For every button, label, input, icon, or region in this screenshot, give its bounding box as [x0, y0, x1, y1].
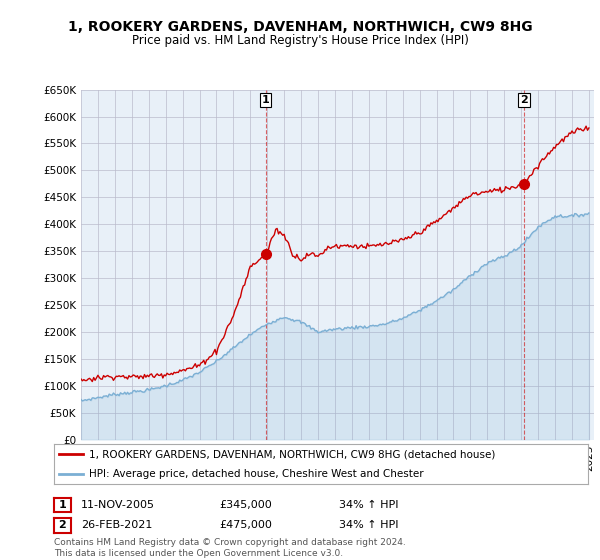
Text: 26-FEB-2021: 26-FEB-2021	[81, 520, 152, 530]
Text: £345,000: £345,000	[219, 500, 272, 510]
Text: Contains HM Land Registry data © Crown copyright and database right 2024.
This d: Contains HM Land Registry data © Crown c…	[54, 538, 406, 558]
Text: 1: 1	[59, 500, 66, 510]
Text: 1, ROOKERY GARDENS, DAVENHAM, NORTHWICH, CW9 8HG: 1, ROOKERY GARDENS, DAVENHAM, NORTHWICH,…	[68, 20, 532, 34]
Text: Price paid vs. HM Land Registry's House Price Index (HPI): Price paid vs. HM Land Registry's House …	[131, 34, 469, 46]
Text: 11-NOV-2005: 11-NOV-2005	[81, 500, 155, 510]
Text: £475,000: £475,000	[219, 520, 272, 530]
Text: HPI: Average price, detached house, Cheshire West and Chester: HPI: Average price, detached house, Ches…	[89, 469, 424, 479]
Text: 2: 2	[520, 95, 528, 105]
Text: 1: 1	[262, 95, 270, 105]
Text: 34% ↑ HPI: 34% ↑ HPI	[339, 500, 398, 510]
Text: 34% ↑ HPI: 34% ↑ HPI	[339, 520, 398, 530]
Text: 1, ROOKERY GARDENS, DAVENHAM, NORTHWICH, CW9 8HG (detached house): 1, ROOKERY GARDENS, DAVENHAM, NORTHWICH,…	[89, 449, 495, 459]
Text: 2: 2	[59, 520, 66, 530]
